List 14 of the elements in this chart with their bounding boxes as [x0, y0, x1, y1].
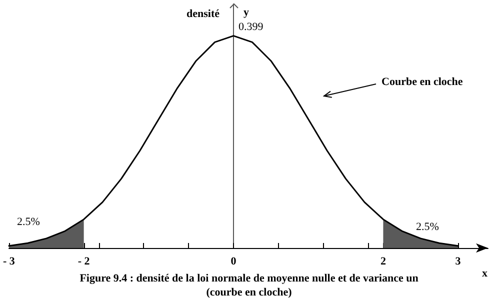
x-tick-label: 0 — [230, 256, 237, 268]
x-tick-label: 2 — [380, 256, 386, 268]
annotation: 2.5% — [416, 221, 439, 233]
x-tick-label: 3 — [455, 256, 462, 268]
text: (courbe en cloche) — [206, 286, 292, 298]
x-tick-label: - 2 — [78, 256, 90, 268]
x-axis-title: x — [482, 268, 488, 280]
text: 0.399 — [238, 20, 264, 33]
y-axis-title: y — [244, 6, 250, 18]
text: densité — [186, 8, 220, 20]
x-tick-label: - 3 — [2, 256, 16, 268]
annotation: 2.5% — [16, 216, 40, 228]
text: Figure 9.4 : densité de la loi normale de moyenne nulle et de variance un — [80, 272, 418, 284]
annotation: Courbe en cloche — [382, 76, 463, 88]
